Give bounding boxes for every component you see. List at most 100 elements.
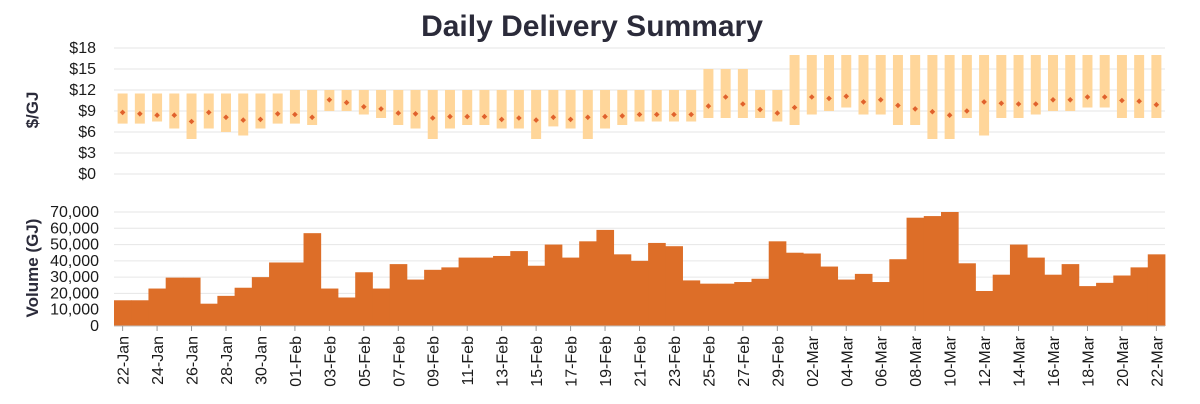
price-marker xyxy=(1119,97,1125,104)
volume-bar xyxy=(1009,244,1028,326)
price-range-bar xyxy=(1030,55,1041,115)
volume-bar xyxy=(717,283,735,326)
volume-x-tick-label: 18-Mar xyxy=(1080,335,1097,386)
volume-x-tick-label: 14-Mar xyxy=(1012,335,1029,386)
volume-y-tick-label: 30,000 xyxy=(50,269,99,286)
volume-bar xyxy=(475,257,494,326)
price-marker xyxy=(688,111,694,118)
volume-x-tick-label: 02-Mar xyxy=(805,335,822,386)
price-range-bar xyxy=(858,55,869,115)
volume-bar xyxy=(941,212,959,326)
volume-bar xyxy=(510,251,528,326)
volume-bar xyxy=(734,282,752,326)
price-marker xyxy=(498,116,505,123)
price-range-bar xyxy=(582,90,593,139)
price-marker xyxy=(378,106,384,112)
volume-bar xyxy=(630,260,649,326)
volume-bar xyxy=(544,244,563,326)
price-marker xyxy=(946,112,953,118)
volume-x-tick-label: 01-Feb xyxy=(288,336,305,387)
price-marker xyxy=(791,104,798,111)
price-marker xyxy=(740,101,746,107)
price-range-bar xyxy=(961,55,972,118)
price-range-bar xyxy=(548,90,559,127)
price-marker xyxy=(154,112,160,118)
price-marker xyxy=(395,110,402,116)
price-range-bar xyxy=(238,93,249,136)
volume-bar xyxy=(1113,275,1131,326)
price-range-bar xyxy=(1116,55,1127,118)
price-range-bar xyxy=(789,55,800,125)
price-marker xyxy=(929,108,936,115)
price-range-bar xyxy=(1065,55,1076,111)
price-y-tick-label: $15 xyxy=(69,61,96,78)
price-y-tick-label: $0 xyxy=(78,166,96,183)
price-range-bar xyxy=(910,55,921,125)
volume-y-tick-label: 40,000 xyxy=(50,253,99,270)
price-range-bar xyxy=(289,90,300,124)
price-marker xyxy=(137,111,143,117)
price-marker xyxy=(964,108,970,114)
volume-bar xyxy=(269,262,287,326)
price-marker xyxy=(223,114,229,121)
volume-bar xyxy=(1044,274,1063,326)
price-marker xyxy=(429,115,436,121)
price-marker xyxy=(516,115,522,121)
chart-title: Daily Delivery Summary xyxy=(421,10,763,43)
volume-bar xyxy=(613,254,632,326)
volume-bar xyxy=(682,280,701,326)
price-range-bar xyxy=(1082,55,1093,108)
volume-bar xyxy=(751,278,770,326)
price-range-bar xyxy=(979,55,990,136)
price-range-bar xyxy=(513,90,524,129)
price-range-bar xyxy=(255,93,266,129)
volume-x-tick-label: 19-Feb xyxy=(598,336,615,387)
price-marker xyxy=(309,114,315,121)
price-range-bar xyxy=(462,90,473,125)
price-range-bar xyxy=(824,55,835,111)
volume-x-tick-label: 22-Jan xyxy=(116,336,133,385)
price-marker xyxy=(808,94,815,100)
price-range-bar xyxy=(272,93,283,124)
volume-x-tick-label: 12-Mar xyxy=(977,335,994,386)
volume-bar xyxy=(958,263,976,326)
volume-x-tick-label: 05-Feb xyxy=(357,336,374,387)
volume-x-tick-label: 08-Mar xyxy=(908,335,925,386)
price-marker xyxy=(1050,97,1056,103)
volume-y-axis-label: Volume (GJ) xyxy=(23,219,42,318)
volume-bar xyxy=(389,264,408,326)
volume-bar xyxy=(889,259,907,326)
price-range-bar xyxy=(737,69,748,118)
price-marker xyxy=(757,106,763,113)
volume-bar xyxy=(355,272,373,326)
volume-y-tick-label: 10,000 xyxy=(50,302,99,319)
volume-bar xyxy=(1096,282,1114,326)
price-range-bar xyxy=(307,90,318,125)
volume-bar xyxy=(837,279,856,326)
volume-x-tick-label: 28-Jan xyxy=(219,336,236,385)
price-range-bar xyxy=(1013,55,1024,118)
price-range-bar xyxy=(117,93,128,124)
price-marker xyxy=(361,104,367,110)
volume-y-tick-label: 20,000 xyxy=(50,285,99,302)
volume-bar xyxy=(234,287,253,326)
price-y-tick-label: $12 xyxy=(69,82,96,99)
price-range-bar xyxy=(600,90,611,129)
volume-bar xyxy=(493,255,511,326)
volume-x-tick-label: 29-Feb xyxy=(770,336,787,387)
volume-bar xyxy=(182,277,201,326)
volume-x-tick-label: 03-Feb xyxy=(322,336,339,387)
price-range-bar xyxy=(944,55,955,139)
price-marker xyxy=(188,118,195,125)
price-y-axis-label: $/GJ xyxy=(23,92,42,129)
volume-bar xyxy=(131,300,149,326)
volume-bar xyxy=(579,241,597,326)
volume-x-tick-label: 27-Feb xyxy=(736,336,753,387)
volume-x-tick-label: 13-Feb xyxy=(495,336,512,387)
volume-x-tick-label: 15-Feb xyxy=(529,336,546,387)
volume-bar xyxy=(372,288,391,326)
volume-bar xyxy=(923,216,942,326)
volume-y-tick-label: 50,000 xyxy=(50,237,99,254)
price-marker xyxy=(205,109,212,116)
